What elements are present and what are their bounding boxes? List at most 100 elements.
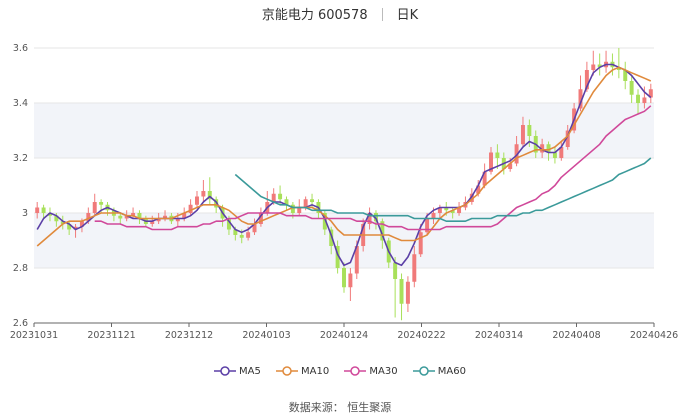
ma30-legend-icon bbox=[344, 366, 367, 376]
candle-body bbox=[67, 224, 72, 230]
y-tick-label: 3.2 bbox=[13, 153, 28, 164]
legend-item-ma60[interactable]: MA60 bbox=[412, 366, 466, 377]
candle bbox=[489, 147, 493, 175]
candle bbox=[405, 276, 410, 312]
candle-body bbox=[47, 213, 52, 216]
candle-body bbox=[540, 144, 545, 153]
candle bbox=[540, 138, 545, 158]
ma10-legend-icon bbox=[276, 366, 299, 376]
x-tick-label: 20231212 bbox=[165, 330, 213, 341]
candle bbox=[207, 177, 212, 205]
legend-label-ma10: MA10 bbox=[301, 366, 330, 377]
ma30-line bbox=[94, 105, 652, 231]
candle-body bbox=[252, 224, 257, 233]
x-tick-label: 20240222 bbox=[397, 330, 445, 341]
ma-lines bbox=[36, 63, 652, 267]
candle-body bbox=[163, 215, 168, 219]
candle-body bbox=[278, 193, 283, 200]
candle bbox=[252, 218, 257, 235]
candle-body bbox=[284, 199, 289, 205]
candle bbox=[482, 163, 487, 189]
candle-body bbox=[527, 125, 532, 136]
candle bbox=[546, 141, 551, 161]
candle-body bbox=[642, 97, 647, 103]
data-source-note: 数据来源： 恒生聚源 bbox=[288, 401, 392, 414]
candle-body bbox=[636, 94, 641, 103]
period-label: 日K bbox=[396, 8, 419, 23]
candle bbox=[163, 210, 168, 222]
candle bbox=[578, 75, 583, 112]
y-tick-label: 2.6 bbox=[13, 318, 28, 329]
candle-body bbox=[342, 268, 346, 288]
title-separator bbox=[381, 8, 383, 21]
legend-item-ma30[interactable]: MA30 bbox=[344, 366, 398, 377]
candle-body bbox=[552, 152, 557, 158]
candle-body bbox=[86, 213, 91, 222]
candle-body bbox=[399, 279, 404, 304]
y-tick-label: 3.6 bbox=[13, 43, 28, 54]
y-tick-label: 3 bbox=[22, 208, 28, 219]
candle bbox=[265, 191, 270, 216]
candle-body bbox=[457, 207, 462, 213]
candle bbox=[201, 180, 206, 202]
candle bbox=[629, 75, 634, 103]
candle-body bbox=[597, 64, 602, 68]
legend-item-ma5[interactable]: MA5 bbox=[213, 366, 261, 377]
candle bbox=[329, 226, 334, 255]
candle-body bbox=[290, 204, 295, 213]
candle-body bbox=[246, 232, 251, 238]
x-tick-label: 20240314 bbox=[475, 330, 523, 341]
candle-body bbox=[373, 213, 378, 222]
plot-bands bbox=[34, 103, 654, 268]
candle bbox=[131, 207, 136, 219]
candle-body bbox=[303, 199, 308, 208]
candle bbox=[552, 147, 557, 164]
legend-item-ma10[interactable]: MA10 bbox=[276, 366, 329, 377]
candle-body bbox=[92, 202, 97, 213]
candle-body bbox=[437, 207, 442, 213]
candle-body bbox=[233, 229, 238, 235]
candle-body bbox=[495, 152, 500, 158]
candle-body bbox=[584, 70, 589, 90]
candle-body bbox=[124, 215, 129, 219]
candle-body bbox=[412, 254, 417, 282]
candle-body bbox=[514, 144, 519, 164]
candle-body bbox=[137, 213, 142, 219]
candle-body bbox=[322, 213, 327, 230]
x-tick-label: 20240103 bbox=[242, 330, 290, 341]
candle-body bbox=[310, 199, 315, 202]
candle-body bbox=[405, 281, 410, 304]
candle bbox=[642, 86, 647, 109]
x-tick-label: 20240408 bbox=[552, 330, 600, 341]
candle bbox=[41, 204, 46, 219]
candle bbox=[92, 193, 97, 216]
candle-body bbox=[188, 204, 193, 213]
candle-body bbox=[431, 213, 436, 219]
candle-body bbox=[182, 213, 187, 219]
candle bbox=[322, 210, 327, 235]
candle-body bbox=[54, 215, 59, 222]
candle-body bbox=[393, 262, 398, 279]
candle-body bbox=[354, 246, 359, 274]
ma10-line bbox=[36, 66, 652, 247]
candle bbox=[47, 207, 52, 222]
candle-body bbox=[565, 130, 570, 147]
candle bbox=[35, 202, 40, 219]
legend: MA5 MA10 MA30 MA60 bbox=[0, 366, 680, 377]
candle-body bbox=[150, 221, 155, 224]
candle bbox=[514, 136, 519, 167]
candle bbox=[457, 202, 462, 216]
candle-body bbox=[546, 144, 551, 153]
x-axis: 20231031 20231121 20231212 20240103 20240124… bbox=[10, 322, 678, 341]
legend-label-ma30: MA30 bbox=[369, 366, 398, 377]
candle bbox=[73, 224, 78, 238]
candle-body bbox=[226, 218, 231, 230]
x-tick-label: 20231121 bbox=[87, 330, 135, 341]
candle bbox=[520, 116, 525, 147]
candle-body bbox=[201, 191, 206, 197]
candle-body bbox=[35, 207, 40, 213]
x-tick-label: 20240426 bbox=[630, 330, 678, 341]
candle bbox=[616, 48, 621, 79]
candle-body bbox=[469, 193, 474, 202]
